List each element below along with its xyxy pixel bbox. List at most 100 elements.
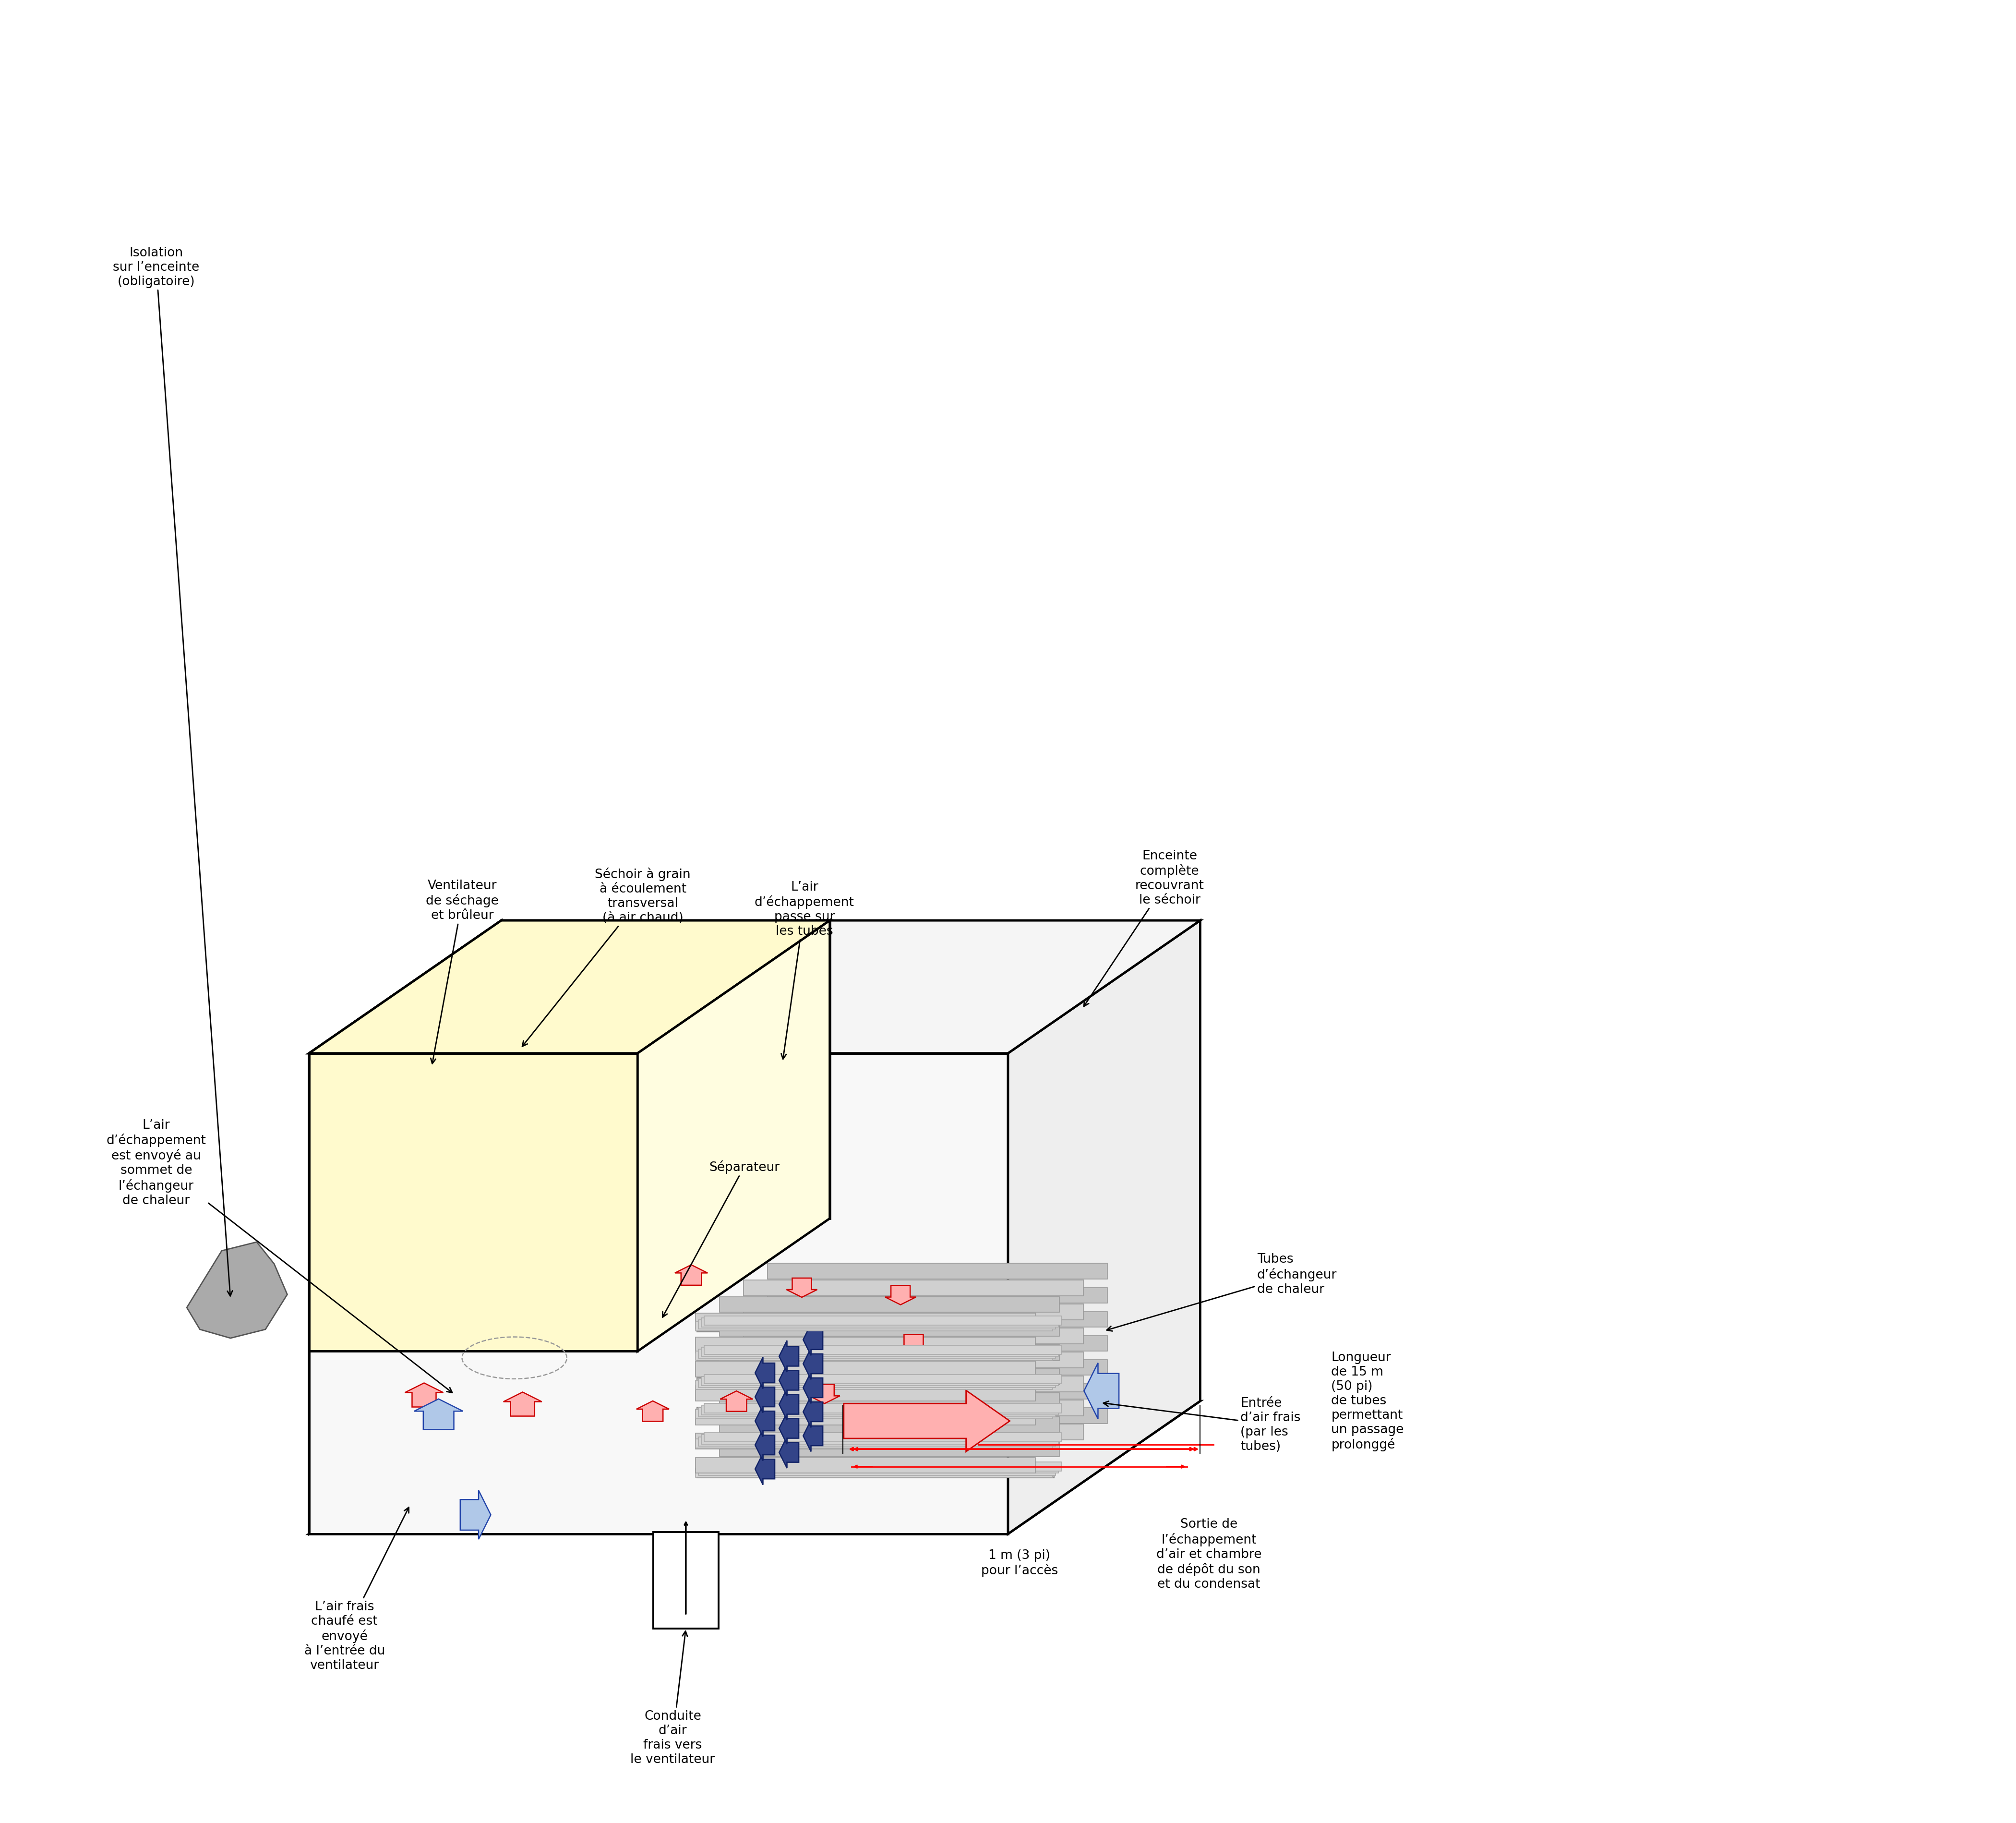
Polygon shape [413, 1398, 464, 1429]
Polygon shape [885, 1285, 915, 1305]
Polygon shape [308, 921, 1200, 1054]
Polygon shape [696, 1409, 1036, 1426]
Polygon shape [698, 1349, 1054, 1362]
Polygon shape [756, 1382, 774, 1413]
Polygon shape [698, 1466, 1054, 1478]
Text: Enceinte
complète
recouvrant
le séchoir: Enceinte complète recouvrant le séchoir [1085, 850, 1204, 1006]
Polygon shape [768, 1287, 1107, 1303]
Polygon shape [778, 1389, 798, 1420]
Polygon shape [502, 921, 831, 1218]
Polygon shape [308, 1054, 1008, 1533]
Polygon shape [696, 1385, 1036, 1402]
Text: 1 m (3 pi)
pour l’accès: 1 m (3 pi) pour l’accès [982, 1550, 1058, 1577]
Polygon shape [704, 1375, 1060, 1384]
Polygon shape [808, 1384, 841, 1404]
Polygon shape [768, 1407, 1107, 1424]
Polygon shape [704, 1316, 1060, 1325]
Text: Ventilateur
de séchage
et brûleur: Ventilateur de séchage et brûleur [425, 879, 498, 1065]
Polygon shape [405, 1384, 444, 1407]
Polygon shape [768, 1311, 1107, 1327]
Polygon shape [756, 1358, 774, 1389]
Polygon shape [702, 1435, 1058, 1444]
Text: Isolation
sur l’enceinte
(obligatoire): Isolation sur l’enceinte (obligatoire) [113, 246, 232, 1296]
Polygon shape [768, 1360, 1107, 1375]
Polygon shape [786, 1278, 816, 1298]
Polygon shape [187, 1241, 286, 1338]
Polygon shape [720, 1345, 1058, 1360]
Polygon shape [702, 1347, 1058, 1356]
Polygon shape [704, 1462, 1060, 1471]
Polygon shape [768, 1336, 1107, 1351]
Polygon shape [504, 1393, 542, 1416]
Polygon shape [696, 1468, 1052, 1477]
Polygon shape [696, 1458, 1036, 1473]
Text: Longueur
de 15 m
(50 pi)
de tubes
permettant
un passage
prolonggé: Longueur de 15 m (50 pi) de tubes permet… [1331, 1351, 1403, 1451]
Polygon shape [637, 1402, 669, 1422]
Polygon shape [802, 1373, 823, 1404]
Polygon shape [308, 921, 502, 1533]
Polygon shape [704, 1404, 1060, 1413]
Polygon shape [720, 1416, 1058, 1433]
Polygon shape [802, 1323, 823, 1356]
Polygon shape [704, 1433, 1060, 1442]
Text: Tubes
d’échangeur
de chaleur: Tubes d’échangeur de chaleur [1107, 1252, 1337, 1331]
Polygon shape [702, 1406, 1058, 1415]
Polygon shape [702, 1318, 1058, 1327]
Polygon shape [802, 1396, 823, 1427]
Polygon shape [802, 1349, 823, 1380]
Polygon shape [308, 921, 831, 1054]
Polygon shape [744, 1329, 1083, 1344]
Polygon shape [768, 1384, 1107, 1400]
Polygon shape [698, 1378, 1056, 1387]
Polygon shape [696, 1433, 1036, 1449]
Polygon shape [698, 1349, 1056, 1358]
Polygon shape [698, 1407, 1054, 1420]
Polygon shape [744, 1376, 1083, 1393]
Polygon shape [696, 1380, 1052, 1389]
Polygon shape [696, 1409, 1052, 1418]
Polygon shape [696, 1438, 1052, 1447]
Polygon shape [696, 1351, 1052, 1360]
Polygon shape [702, 1464, 1058, 1473]
Polygon shape [1008, 921, 1200, 1533]
Polygon shape [698, 1437, 1054, 1449]
Polygon shape [756, 1453, 774, 1486]
Text: Séchoir à grain
à écoulement
transversal
(à air chaud): Séchoir à grain à écoulement transversal… [522, 868, 691, 1046]
Polygon shape [756, 1406, 774, 1437]
Polygon shape [698, 1437, 1056, 1446]
Text: Séparateur: Séparateur [663, 1159, 780, 1318]
Polygon shape [720, 1369, 1058, 1384]
Text: Conduite
d’air
frais vers
le ventilateur: Conduite d’air frais vers le ventilateur [631, 1632, 716, 1765]
Polygon shape [696, 1362, 1036, 1376]
Polygon shape [720, 1391, 752, 1411]
Polygon shape [768, 1263, 1107, 1280]
Polygon shape [696, 1313, 1036, 1329]
Polygon shape [698, 1407, 1056, 1416]
Polygon shape [802, 1420, 823, 1451]
Text: Entrée
d’air frais
(par les
tubes): Entrée d’air frais (par les tubes) [1103, 1396, 1300, 1453]
Polygon shape [308, 1402, 1200, 1533]
Text: L’air
d’échappement
passe sur
les tubes: L’air d’échappement passe sur les tubes [754, 881, 855, 1059]
Polygon shape [1085, 1364, 1119, 1418]
Text: L’air
d’échappement
est envoyé au
sommet de
l’échangeur
de chaleur: L’air d’échappement est envoyé au sommet… [107, 1119, 452, 1393]
Polygon shape [899, 1334, 929, 1354]
Polygon shape [778, 1437, 798, 1468]
Polygon shape [744, 1424, 1083, 1440]
Polygon shape [778, 1340, 798, 1373]
Polygon shape [698, 1466, 1056, 1475]
Polygon shape [778, 1365, 798, 1396]
Polygon shape [704, 1345, 1060, 1354]
Polygon shape [720, 1322, 1058, 1336]
Polygon shape [653, 1533, 718, 1628]
Polygon shape [720, 1296, 1058, 1313]
Polygon shape [637, 921, 831, 1351]
Polygon shape [698, 1378, 1054, 1391]
Polygon shape [744, 1303, 1083, 1320]
Polygon shape [460, 1491, 490, 1539]
Polygon shape [696, 1322, 1052, 1331]
Text: L’air frais
chaufé est
envoyé
à l’entrée du
ventilateur: L’air frais chaufé est envoyé à l’entrée… [304, 1508, 409, 1672]
Polygon shape [308, 1054, 637, 1351]
Polygon shape [698, 1320, 1056, 1329]
Polygon shape [744, 1353, 1083, 1367]
Polygon shape [675, 1265, 708, 1285]
